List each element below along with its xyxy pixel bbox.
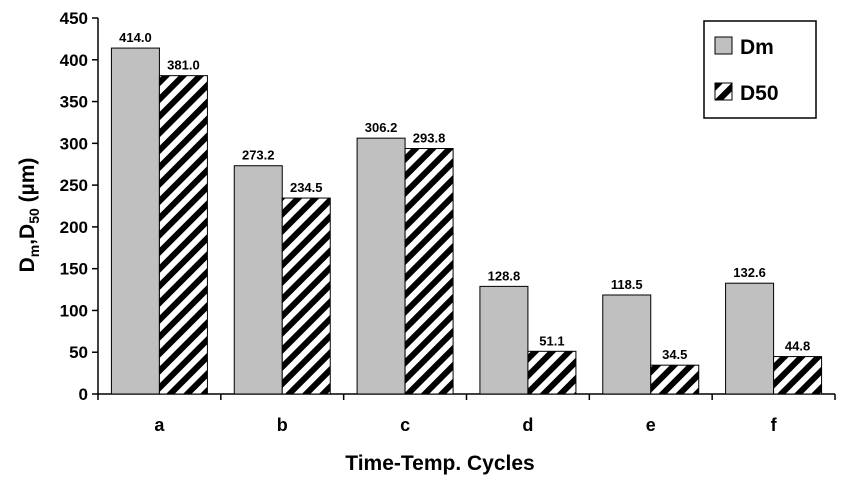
bar-d50-b bbox=[281, 197, 331, 395]
y-axis-title-base2: D bbox=[16, 224, 39, 239]
data-label-dm-e: 118.5 bbox=[611, 277, 643, 292]
legend-swatch-d50 bbox=[714, 82, 733, 101]
bar-dm-c bbox=[356, 137, 406, 395]
data-label-dm-b: 273.2 bbox=[242, 148, 275, 163]
data-label-d50-d: 51.1 bbox=[539, 333, 564, 348]
y-axis-title: Dm,D50 (µm) bbox=[16, 158, 42, 273]
legend-swatch-dm bbox=[714, 36, 733, 55]
y-tick-label: 400 bbox=[60, 51, 88, 70]
y-axis-title-sub1: m bbox=[26, 245, 42, 257]
data-label-d50-f: 44.8 bbox=[785, 339, 810, 354]
y-tick-label: 250 bbox=[60, 176, 88, 195]
x-tick-label: f bbox=[771, 415, 778, 435]
data-labels: 414.0 381.0 273.2 234.5 306.2 293.8 128.8 51.1 1… bbox=[119, 30, 810, 362]
data-label-dm-f: 132.6 bbox=[733, 265, 766, 280]
x-tick-label: c bbox=[400, 415, 410, 435]
y-tick-label: 100 bbox=[60, 301, 88, 320]
y-axis-title-sep: , bbox=[16, 239, 39, 245]
y-tick-label: 200 bbox=[60, 218, 88, 237]
y-tick-label: 300 bbox=[60, 134, 88, 153]
data-label-dm-a: 414.0 bbox=[119, 30, 152, 45]
y-axis-title-sub2: 50 bbox=[26, 208, 42, 224]
bar-d50-c bbox=[404, 148, 454, 395]
legend: Dm D50 bbox=[703, 20, 817, 119]
data-label-dm-c: 306.2 bbox=[365, 120, 398, 135]
data-label-d50-b: 234.5 bbox=[290, 180, 323, 195]
data-label-d50-a: 381.0 bbox=[167, 58, 200, 73]
x-tick-label: b bbox=[277, 415, 288, 435]
x-tick-label: e bbox=[646, 415, 656, 435]
x-tick-label: a bbox=[154, 415, 165, 435]
bar-dm-d bbox=[479, 285, 529, 395]
data-label-dm-d: 128.8 bbox=[488, 268, 521, 283]
y-tick-label: 0 bbox=[79, 385, 88, 404]
bar-d50-a bbox=[158, 75, 208, 395]
data-label-d50-c: 293.8 bbox=[413, 131, 446, 146]
x-axis-title: Time-Temp. Cycles bbox=[345, 452, 534, 475]
bar-d50-d bbox=[527, 350, 577, 395]
y-axis-title-base1: D bbox=[16, 257, 39, 272]
legend-label-d50: D50 bbox=[740, 82, 779, 105]
bar-dm-a bbox=[110, 47, 160, 395]
y-tick-label: 450 bbox=[60, 9, 88, 28]
bar-d50-e bbox=[650, 364, 700, 395]
y-tick-label: 350 bbox=[60, 93, 88, 112]
y-tick-label: 50 bbox=[69, 343, 88, 362]
y-axis-title-unit: (µm) bbox=[16, 158, 39, 209]
bars bbox=[110, 47, 823, 395]
y-tick-label: 150 bbox=[60, 260, 88, 279]
bar-d50-f bbox=[773, 356, 823, 395]
legend-label-dm: Dm bbox=[740, 36, 774, 59]
bar-dm-e bbox=[602, 294, 652, 395]
data-label-d50-e: 34.5 bbox=[662, 347, 687, 362]
bar-dm-f bbox=[725, 282, 775, 395]
axes: 0 50 100 150 200 250 300 350 400 450 a b c d e f bbox=[60, 9, 836, 435]
bar-dm-b bbox=[233, 165, 283, 395]
x-tick-label: d bbox=[522, 415, 533, 435]
